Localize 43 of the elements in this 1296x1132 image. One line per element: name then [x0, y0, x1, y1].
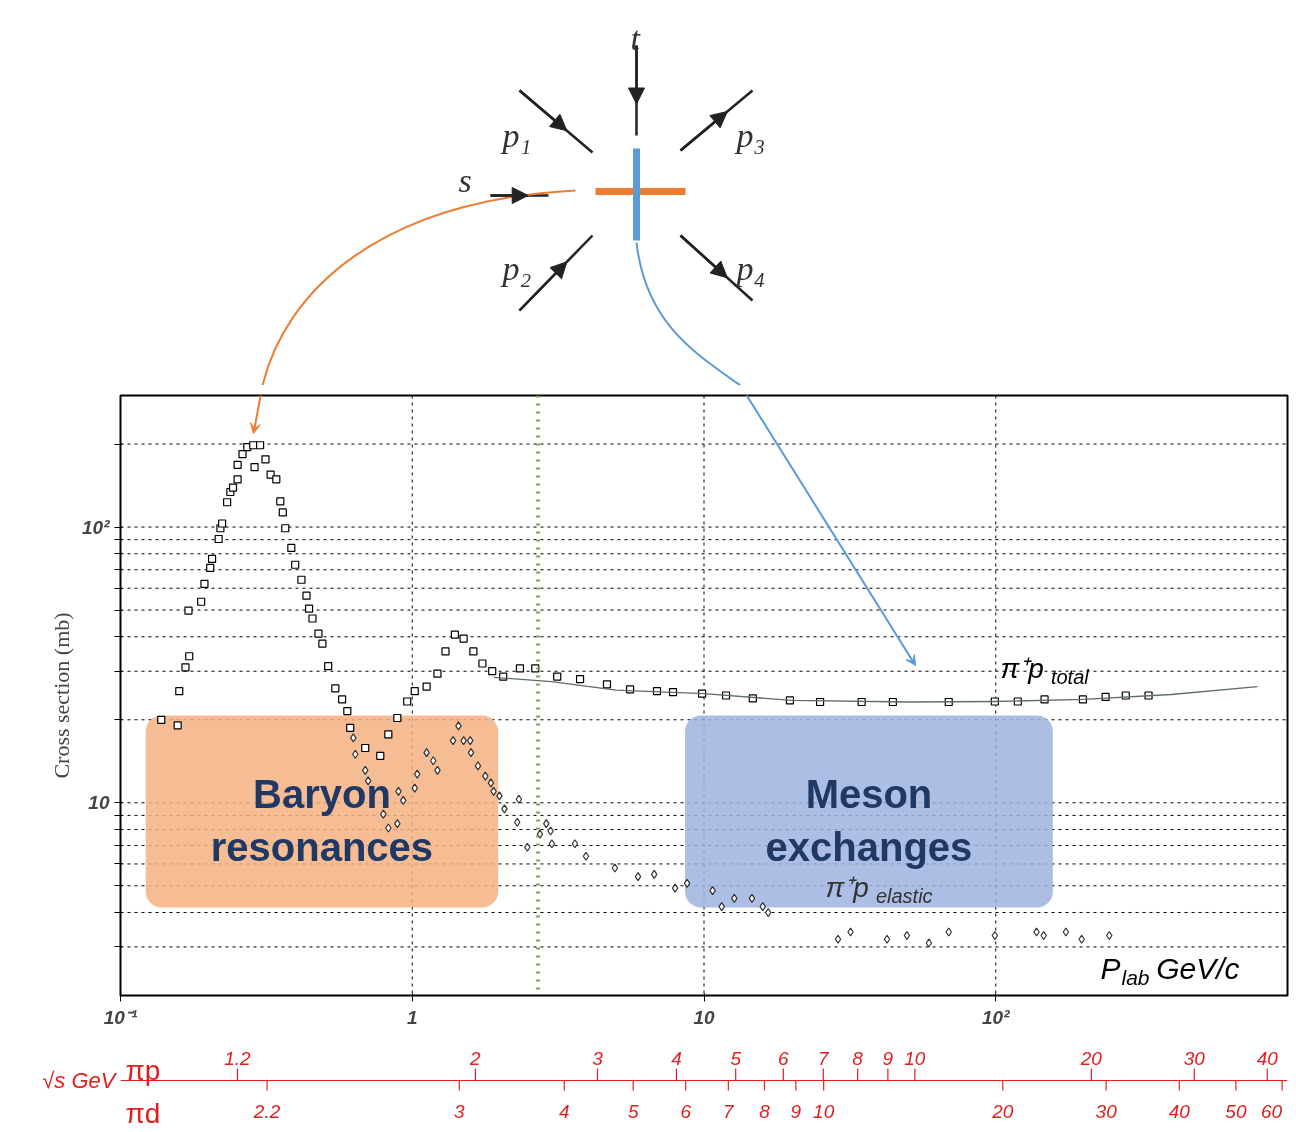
text: πd: [125, 1098, 161, 1129]
text: πp: [125, 1055, 161, 1086]
text: 60: [1261, 1101, 1283, 1122]
x-tick-label: 10: [693, 1006, 715, 1028]
text: 4: [671, 1048, 682, 1069]
band-label: Meson exchanges: [765, 772, 973, 869]
text: 1.2: [224, 1048, 252, 1069]
text: √s GeV: [42, 1068, 118, 1093]
text: p₂: [500, 250, 532, 287]
text: 5: [627, 1101, 639, 1122]
text: t: [630, 20, 642, 57]
x-tick-label: 10²: [982, 1006, 1011, 1028]
text: 20: [991, 1101, 1014, 1122]
text: 10: [904, 1048, 926, 1069]
text: 10: [813, 1101, 835, 1122]
text: p₄: [734, 250, 766, 287]
text: 5: [730, 1048, 742, 1069]
text: 3: [592, 1048, 604, 1069]
band-label: Baryon resonances: [210, 772, 434, 869]
x-tick-label: 10⁻¹: [103, 1006, 138, 1028]
text: p₁: [500, 117, 532, 154]
text: 30: [1095, 1101, 1118, 1122]
text: 7: [817, 1048, 830, 1069]
text: 9: [790, 1101, 802, 1122]
text: 7: [723, 1101, 736, 1122]
text: 6: [680, 1101, 692, 1122]
x-tick-label: 1: [406, 1006, 418, 1028]
text: 40: [1168, 1101, 1191, 1122]
text: 40: [1256, 1048, 1279, 1069]
text: 2: [469, 1048, 482, 1069]
text: 30: [1183, 1048, 1206, 1069]
text: 50: [1225, 1101, 1247, 1122]
text: 2.2: [252, 1101, 281, 1122]
text: 8: [852, 1048, 864, 1069]
text: s: [458, 162, 472, 199]
text: p₃: [734, 117, 766, 154]
text: 9: [882, 1048, 894, 1069]
text: 4: [558, 1101, 570, 1122]
text: 20: [1079, 1048, 1103, 1069]
text: 8: [759, 1101, 771, 1122]
text: 6: [778, 1048, 790, 1069]
text: 3: [454, 1101, 465, 1122]
y-axis-title: Cross section (mb): [49, 612, 75, 779]
